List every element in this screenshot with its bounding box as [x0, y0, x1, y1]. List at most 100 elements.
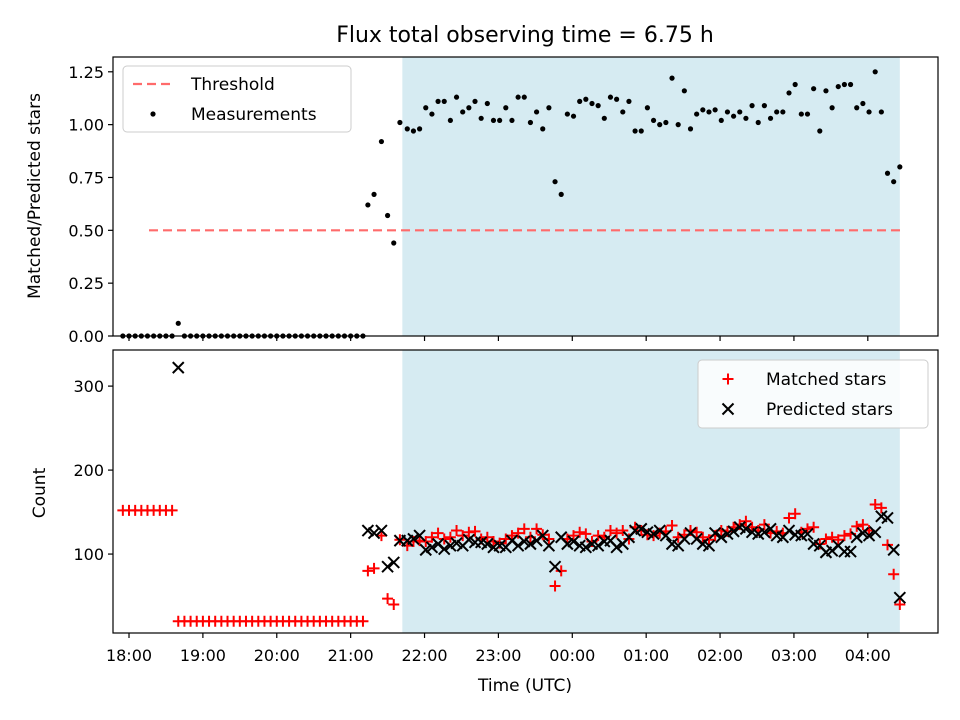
data-point [872, 69, 878, 75]
data-point [387, 556, 400, 569]
legend-matched-label: Matched stars [766, 370, 886, 390]
series-predicted-stars [172, 361, 907, 604]
data-point [882, 539, 894, 551]
data-point [438, 533, 450, 545]
data-point [391, 240, 397, 246]
data-point [887, 543, 900, 557]
data-point [375, 524, 388, 537]
data-point [420, 535, 432, 547]
data-point [435, 98, 441, 104]
data-point [647, 527, 660, 541]
data-point [410, 128, 417, 134]
data-point [583, 96, 589, 102]
x-tick-label: 22:00 [401, 646, 447, 665]
x-tick-label: 01:00 [623, 646, 669, 665]
y-tick-label: 1.00 [68, 116, 104, 135]
data-point [663, 119, 669, 126]
data-point [650, 117, 657, 124]
data-point [546, 105, 552, 111]
data-point [708, 526, 722, 540]
data-point [638, 128, 644, 134]
data-point [552, 179, 558, 185]
data-point [749, 103, 755, 109]
data-point [869, 499, 881, 511]
data-point [397, 119, 403, 126]
data-point [823, 88, 829, 94]
data-point [413, 529, 426, 542]
y-tick-label: 200 [73, 461, 104, 480]
data-point [466, 105, 472, 111]
data-point [814, 538, 826, 550]
data-point [739, 522, 753, 536]
axes-frame [112, 56, 939, 337]
data-point [524, 537, 537, 551]
data-point [362, 565, 374, 577]
data-point [820, 533, 832, 545]
data-point [835, 83, 841, 90]
data-point [423, 105, 429, 111]
legend-matched-swatch [722, 373, 734, 385]
data-point [548, 560, 562, 573]
data-point [675, 122, 681, 128]
data-point [481, 537, 494, 551]
data-point [737, 109, 743, 115]
data-point [804, 111, 811, 117]
legend-measurements-swatch [150, 111, 156, 117]
data-point [626, 98, 632, 104]
data-point [515, 94, 521, 100]
data-point [730, 113, 737, 119]
data-point [542, 539, 556, 552]
data-point [706, 109, 712, 115]
data-point [801, 527, 814, 541]
data-point [832, 534, 844, 546]
data-point [426, 531, 438, 543]
data-point [503, 105, 509, 111]
data-point [574, 526, 586, 538]
data-point [666, 520, 678, 532]
data-point [718, 117, 724, 124]
data-point [850, 531, 863, 544]
data-point [175, 320, 181, 326]
top-y-axis-label: Matched/Predicted stars [25, 93, 45, 299]
data-point [591, 539, 605, 552]
x-tick-label: 20:00 [254, 646, 300, 665]
data-point [610, 541, 623, 554]
data-point [780, 109, 786, 115]
data-point [611, 527, 623, 539]
data-point [580, 528, 592, 540]
data-point [893, 591, 907, 604]
data-point [481, 531, 493, 543]
data-point [518, 523, 530, 535]
data-point [540, 126, 546, 132]
data-point [761, 103, 767, 109]
data-point [368, 562, 380, 574]
data-point [700, 107, 706, 113]
data-point [868, 526, 882, 539]
data-point [570, 113, 577, 119]
data-point [786, 90, 792, 96]
data-point [694, 111, 700, 117]
data-point [755, 119, 761, 126]
data-point [365, 202, 371, 208]
data-point [384, 212, 391, 219]
data-point [644, 105, 651, 111]
data-point [838, 530, 850, 542]
data-point [417, 126, 423, 132]
data-point [841, 81, 848, 88]
data-point [844, 545, 857, 558]
data-point [478, 115, 484, 121]
data-point [897, 164, 903, 170]
bottom-y-axis-label: Count [30, 467, 50, 518]
data-point [536, 529, 549, 542]
data-point [381, 560, 394, 573]
data-point [758, 519, 770, 531]
data-point [703, 534, 715, 546]
y-tick-label: 0.25 [68, 274, 104, 293]
data-point [451, 525, 463, 537]
data-point [620, 109, 626, 115]
data-point [512, 527, 524, 539]
data-point [357, 615, 369, 627]
data-point [568, 530, 580, 542]
data-point [783, 512, 795, 524]
